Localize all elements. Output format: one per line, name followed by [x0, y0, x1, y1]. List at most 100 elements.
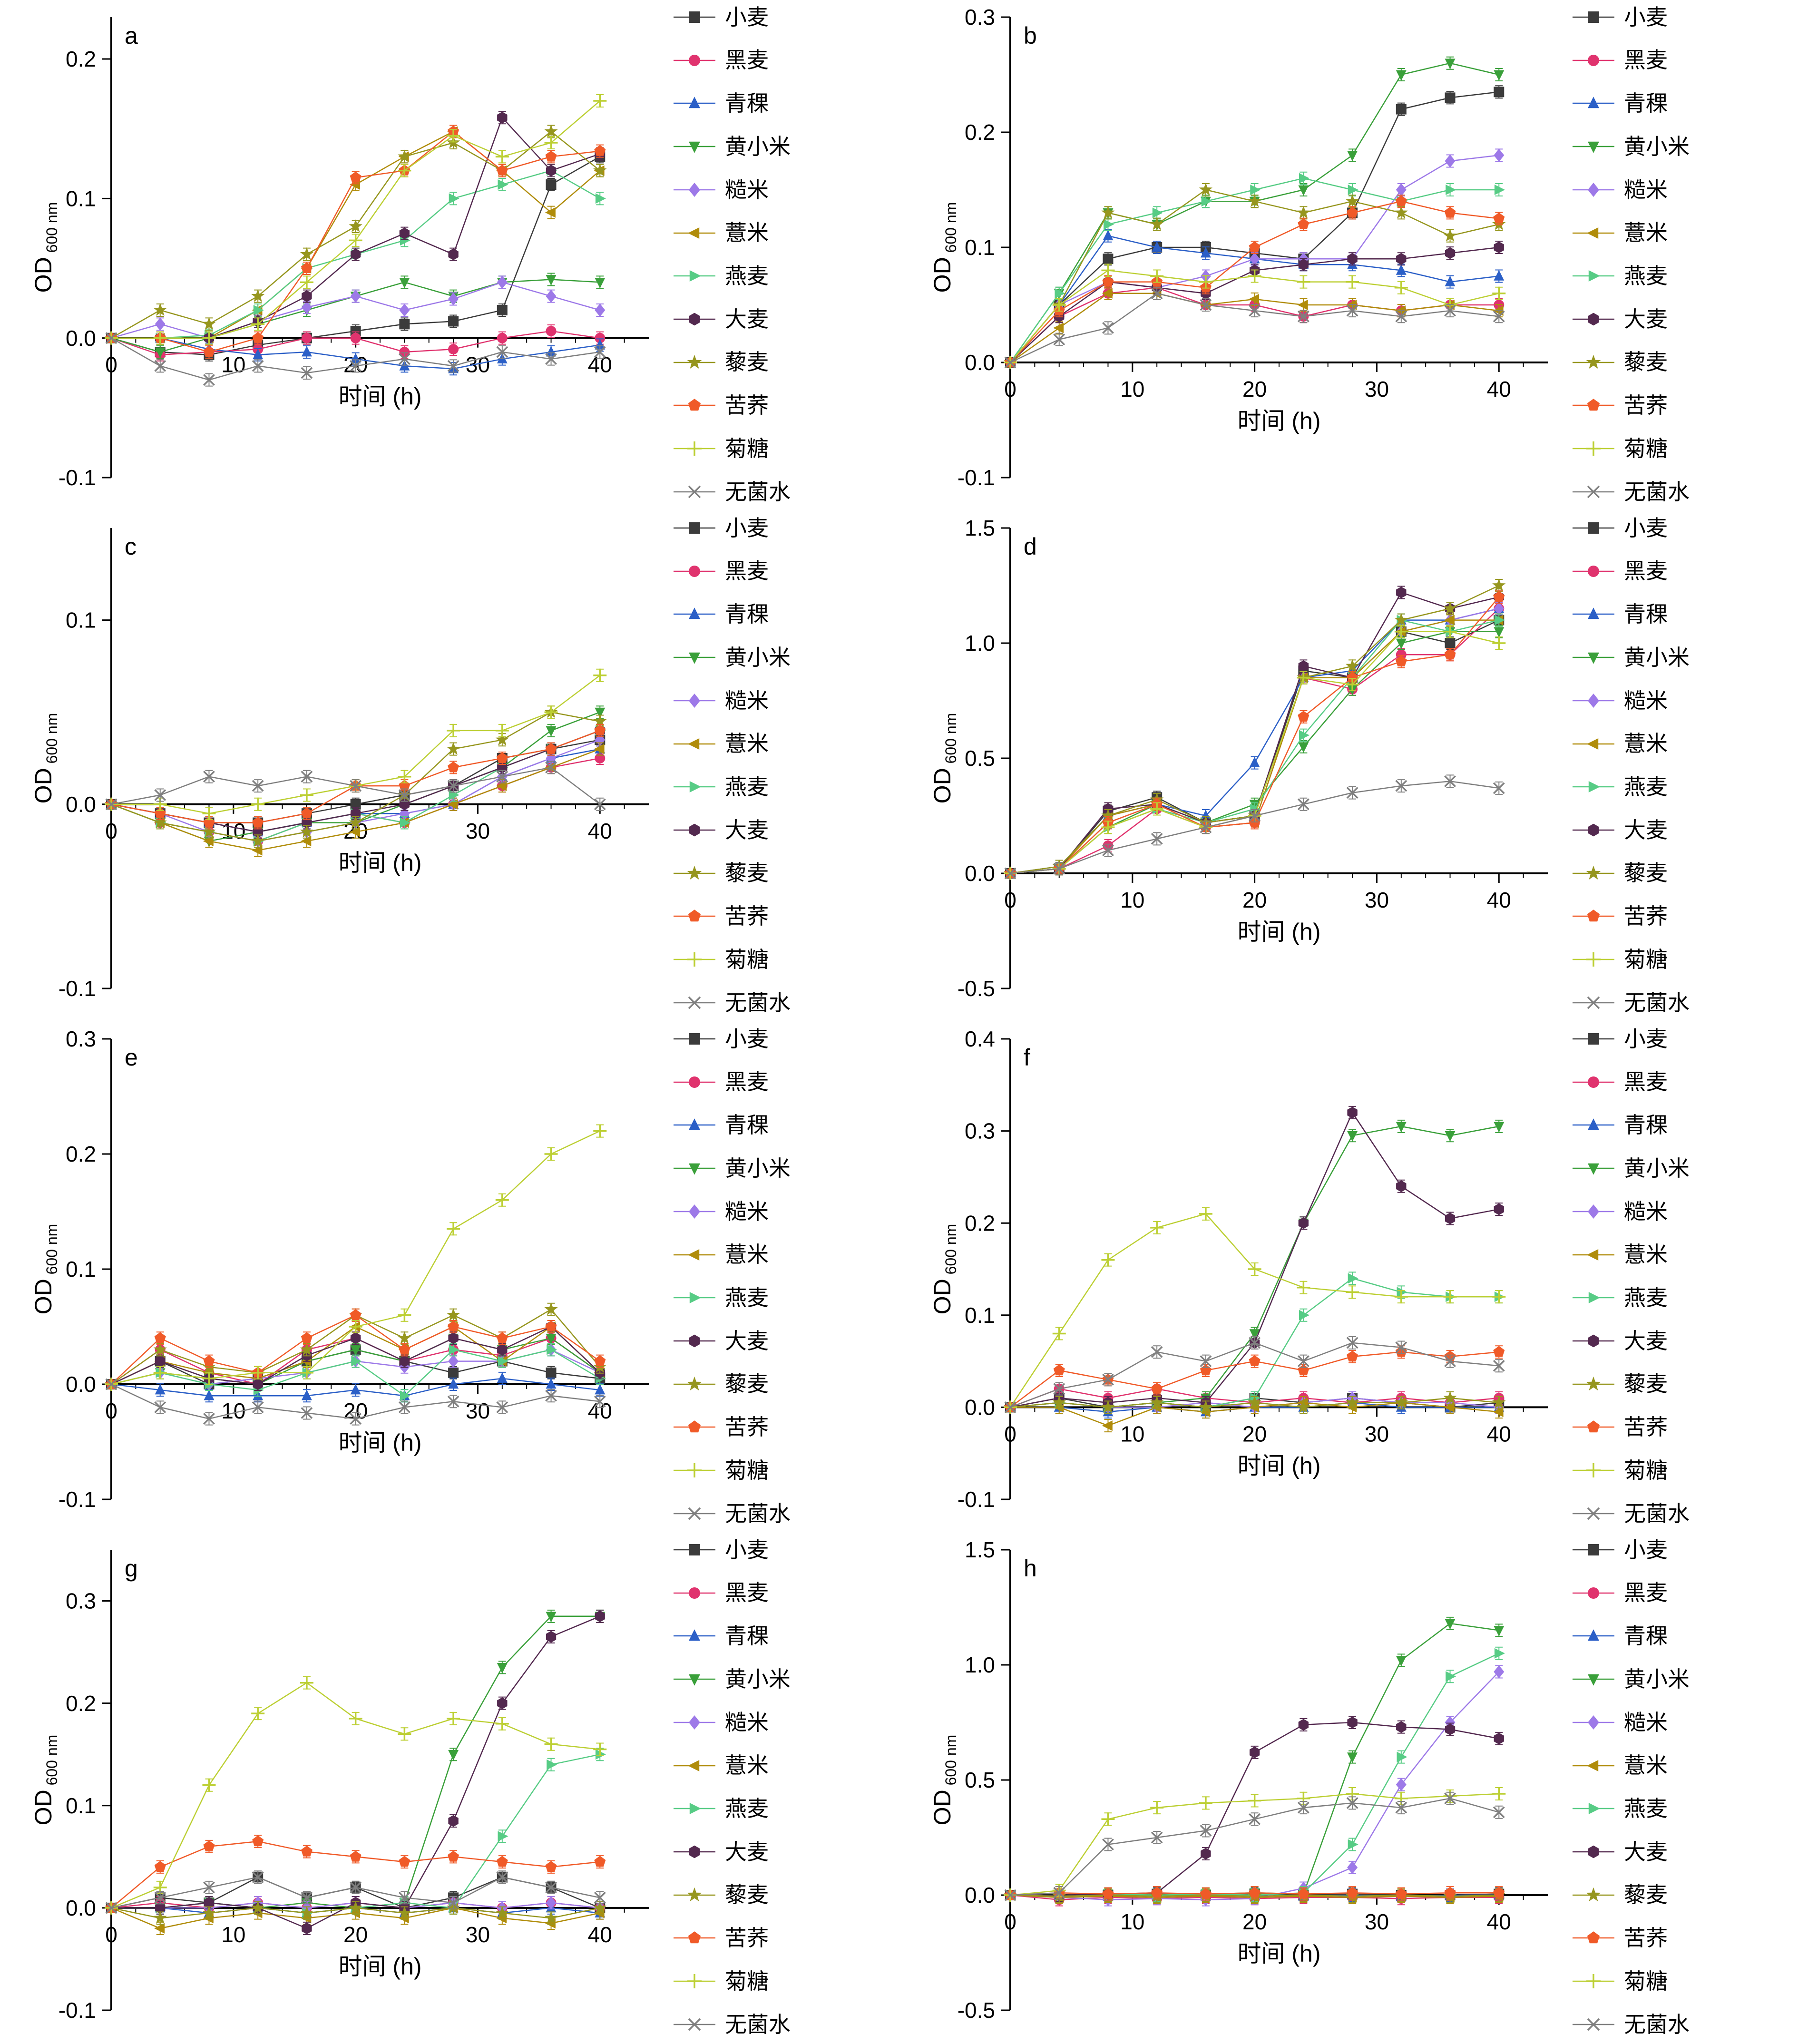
legend-item-label: 青稞 [725, 91, 769, 116]
marker-triangle-left-icon [1573, 227, 1614, 239]
legend-item-青稞: 青稞 [672, 1113, 894, 1137]
panel-letter: a [125, 22, 138, 49]
x-tick-label: 10 [1120, 888, 1144, 912]
legend-item-label: 无菌水 [1624, 479, 1690, 504]
legend-item-label: 糙米 [1624, 688, 1668, 713]
legend-item-薏米: 薏米 [672, 1753, 894, 1778]
marker-triangle-right-icon [674, 1803, 715, 1815]
legend-item-label: 大麦 [725, 817, 769, 842]
marker-triangle-left-icon [1573, 738, 1614, 750]
x-tick-label: 10 [221, 1922, 245, 1947]
legend-item-黄小米: 黄小米 [1571, 134, 1793, 159]
legend-item-苦荞: 苦荞 [1571, 1415, 1793, 1439]
legend-item-label: 苦荞 [1624, 1415, 1668, 1440]
y-tick-label: -0.1 [59, 976, 96, 1001]
y-tick-label: -0.1 [958, 465, 995, 490]
legend-item-label: 薏米 [1624, 220, 1668, 245]
panel-f: -0.1 0.0 0.1 0.2 0.3 0.4 0 10 20 30 40 时间 (h) OD 600… [899, 1022, 1798, 1533]
series-line-菊糖 [1010, 1793, 1499, 1896]
x-tick-label: 10 [1120, 377, 1144, 401]
marker-square-icon [1573, 1033, 1614, 1045]
legend-item-黄小米: 黄小米 [672, 645, 894, 670]
legend-item-小麦: 小麦 [672, 516, 894, 540]
series-line-菊糖 [1010, 631, 1499, 874]
legend-item-黑麦: 黑麦 [672, 559, 894, 584]
y-tick-label: 0.1 [965, 1303, 995, 1328]
marker-circle-icon [674, 1587, 715, 1599]
legend-item-薏米: 薏米 [672, 732, 894, 756]
legend-item-藜麦: 藜麦 [672, 861, 894, 886]
legend-item-label: 燕麦 [1624, 264, 1668, 289]
marker-x-icon [674, 485, 715, 499]
legend-item-label: 大麦 [1624, 817, 1668, 842]
x-axis-label: 时间 (h) [1238, 1452, 1321, 1479]
y-tick-label: -0.1 [59, 1487, 96, 1512]
legend-item-label: 苦荞 [1624, 1926, 1668, 1951]
series-line-青稞 [1010, 608, 1499, 874]
x-tick-label: 20 [1242, 1909, 1267, 1934]
series-line-糙米 [1010, 1671, 1500, 1900]
y-tick-label: 0.0 [965, 1883, 995, 1907]
legend-item-label: 小麦 [1624, 1537, 1668, 1562]
legend-item-苦荞: 苦荞 [1571, 904, 1793, 929]
legend-item-菊糖: 菊糖 [1571, 947, 1793, 972]
legend-item-苦荞: 苦荞 [1571, 393, 1793, 418]
legend-item-黑麦: 黑麦 [1571, 1581, 1793, 1605]
y-tick-label: 0.2 [965, 120, 995, 145]
chart-g-svg: -0.1 0.0 0.1 0.2 0.3 0 10 20 30 40 时间 (h) OD 600 nm… [30, 1550, 649, 2023]
y-tick-label: 0.3 [965, 1119, 995, 1144]
legend-item-薏米: 薏米 [672, 1242, 894, 1267]
legend-item-label: 藜麦 [725, 350, 769, 375]
y-tick-label: 0.0 [965, 861, 995, 886]
legend-item-label: 糙米 [1624, 1710, 1668, 1735]
y-tick-label: 0.2 [66, 1142, 96, 1166]
y-tick-label: 0.0 [66, 792, 96, 817]
chart-c: -0.10.00.1010203040时间 (h)OD 600 nmc [27, 515, 659, 1012]
legend-item-label: 黑麦 [1624, 1069, 1668, 1095]
x-tick-label: 30 [1365, 1909, 1389, 1934]
x-axis-label: 时间 (h) [1238, 919, 1321, 945]
marker-square-icon [674, 11, 715, 23]
marker-triangle-left-icon [674, 1760, 715, 1771]
marker-plus-icon [674, 441, 715, 456]
chart-d: -0.5 0.0 0.5 1.0 1.5 0 10 20 30 40 时间 (h) OD 600 nm… [926, 515, 1558, 1012]
x-tick-label: 0 [105, 352, 117, 377]
series-line-糙米 [1010, 608, 1499, 874]
legend-f: 小麦 黑麦 青稞 黄小米 糙米 薏米 燕麦 大麦 藜麦 苦荞 菊糖 无菌水 [1558, 1022, 1798, 1531]
legend-item-无菌水: 无菌水 [1571, 1501, 1793, 1526]
series-line-燕麦 [1010, 1653, 1499, 1896]
legend-item-糙米: 糙米 [672, 688, 894, 713]
legend-item-糙米: 糙米 [672, 1710, 894, 1735]
legend-item-label: 黄小米 [1624, 1666, 1690, 1692]
legend-item-label: 小麦 [725, 515, 769, 540]
x-tick-label: 40 [588, 819, 612, 843]
marker-x-icon [674, 996, 715, 1009]
x-tick-label: 0 [1004, 1421, 1016, 1446]
legend-item-无菌水: 无菌水 [1571, 479, 1793, 504]
series-line-大麦 [1010, 591, 1499, 874]
legend-item-label: 藜麦 [725, 1882, 769, 1907]
legend-item-无菌水: 无菌水 [672, 2012, 894, 2037]
legend-item-糙米: 糙米 [672, 1199, 894, 1224]
x-tick-label: 30 [1365, 1421, 1389, 1446]
legend-item-菊糖: 菊糖 [1571, 1458, 1793, 1483]
legend-item-label: 糙米 [725, 688, 769, 713]
y-tick-label: 0.0 [66, 1372, 96, 1397]
marker-triangle-right-icon [1573, 781, 1614, 793]
marker-x-icon [1573, 996, 1614, 1009]
marker-x-icon [674, 2018, 715, 2031]
legend-item-label: 青稞 [1624, 91, 1668, 116]
x-tick-label: 30 [466, 819, 490, 843]
legend-item-燕麦: 燕麦 [1571, 264, 1793, 288]
marker-triangle-left-icon [674, 227, 715, 239]
legend-item-label: 黄小米 [725, 1155, 791, 1181]
y-tick-label: 0.1 [965, 235, 995, 260]
x-tick-label: 30 [1365, 888, 1389, 912]
legend-item-大麦: 大麦 [1571, 818, 1793, 842]
legend-item-大麦: 大麦 [672, 1839, 894, 1864]
legend-item-菊糖: 菊糖 [672, 947, 894, 972]
chart-a-svg: -0.10.00.10.2010203040时间 (h)OD 600 nma [30, 17, 649, 490]
y-tick-label: 0.0 [66, 1896, 96, 1920]
marker-triangle-right-icon [1573, 1803, 1614, 1815]
